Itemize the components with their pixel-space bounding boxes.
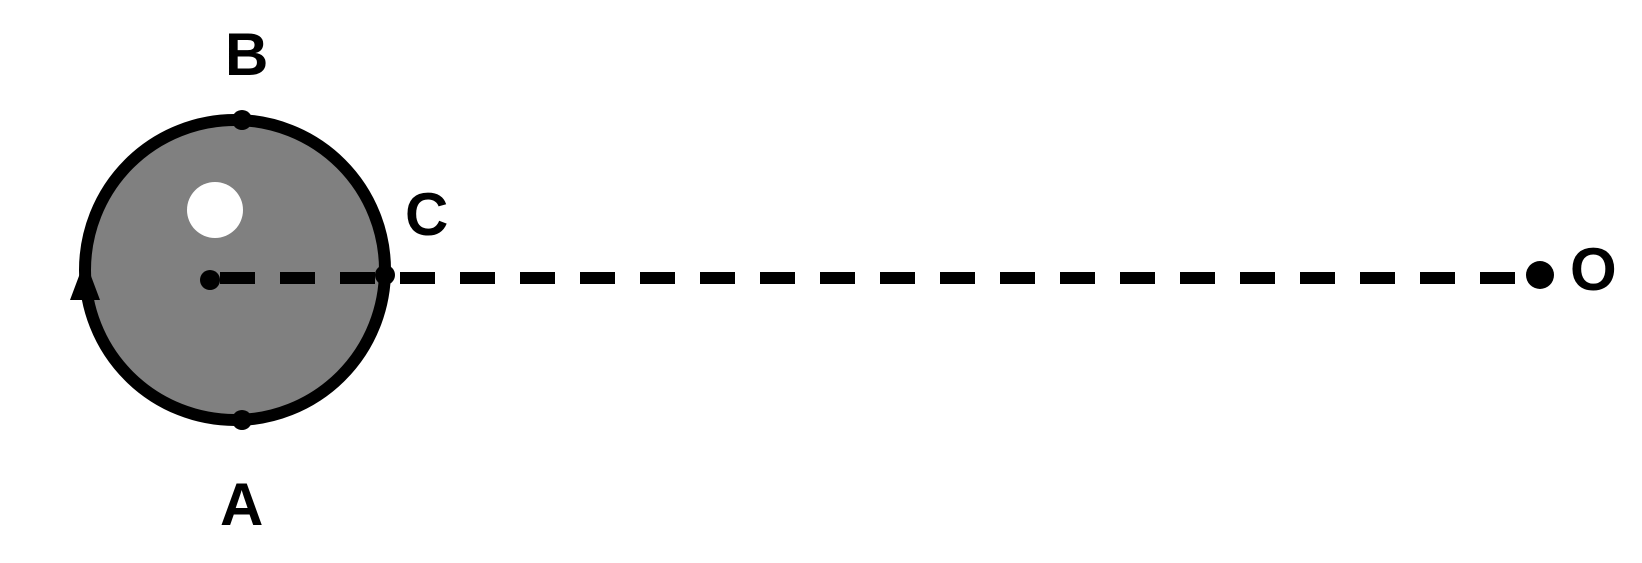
point-o-marker <box>1526 261 1554 289</box>
label-o: O <box>1570 235 1617 304</box>
inner-hole <box>187 182 243 238</box>
disc-circle <box>85 120 385 420</box>
point-c-marker <box>375 265 395 285</box>
label-a: A <box>220 470 263 539</box>
point-b-marker <box>232 110 252 130</box>
label-b: B <box>225 20 268 89</box>
label-c: C <box>405 180 448 249</box>
point-a-marker <box>232 410 252 430</box>
center-point <box>200 270 220 290</box>
physics-diagram: B C O A <box>0 0 1642 563</box>
